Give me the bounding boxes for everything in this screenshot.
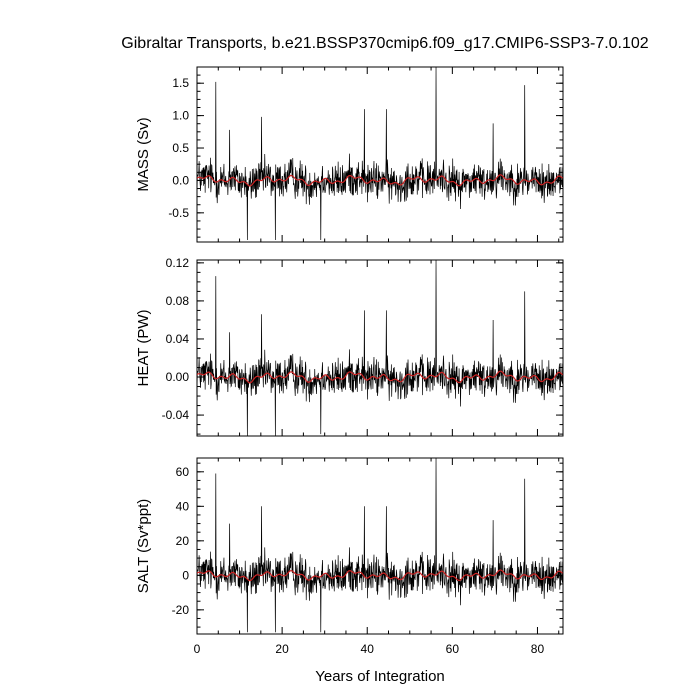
series-salt-smoothed	[197, 569, 563, 582]
ylabel-salt: SALT (Sv*ppt)	[135, 499, 152, 593]
xtick-label: 60	[446, 642, 460, 656]
ylabel-mass: MASS (Sv)	[135, 117, 152, 191]
panel-heat: -0.04 0.00 0.04 0.08 0.12 HEAT (PW)	[135, 256, 564, 437]
ytick-label: 0.00	[166, 370, 190, 384]
ytick-label: 0.0	[172, 173, 189, 187]
xtick-label: 0	[194, 642, 201, 656]
ytick-label: 0.04	[166, 332, 190, 346]
series-heat-smoothed	[197, 370, 563, 384]
ytick-label: 0.08	[166, 294, 190, 308]
xtick-label: 80	[531, 642, 545, 656]
series-salt-monthly	[197, 458, 563, 633]
ytick-label: 0	[182, 568, 189, 582]
ytick-label: -0.04	[162, 408, 190, 422]
series-mass-smoothed	[197, 174, 563, 187]
panel-mass-frame	[196, 66, 564, 243]
panel-salt-frame	[196, 457, 564, 635]
ytick-label: 40	[176, 499, 190, 513]
xlabel: Years of Integration	[315, 668, 445, 685]
ytick-label: 0.12	[166, 256, 190, 270]
xtick-label: 20	[275, 642, 289, 656]
ytick-label: 60	[176, 465, 190, 479]
ytick-label: 1.5	[172, 76, 189, 90]
ytick-label: 0.5	[172, 141, 189, 155]
ytick-label: 20	[176, 534, 190, 548]
panel-mass: -0.5 0.0 0.5 1.0 1.5 MASS (Sv)	[135, 66, 564, 243]
ylabel-heat: HEAT (PW)	[135, 310, 152, 387]
panels-group: -0.5 0.0 0.5 1.0 1.5 MASS (Sv) -0.04 0.00 0.04 0.…	[135, 66, 564, 685]
series-heat-monthly	[197, 260, 563, 436]
figure-title: Gibraltar Transports, b.e21.BSSP370cmip6…	[121, 35, 649, 52]
series-mass-monthly	[197, 67, 563, 241]
xtick-label: 40	[361, 642, 375, 656]
panel-salt: -20 0 20 40 60 0 20 40 60 80 SALT (Sv*ppt) Years of…	[135, 457, 564, 685]
ytick-label: -0.5	[168, 206, 189, 220]
panel-heat-frame	[196, 259, 564, 437]
ytick-label: -20	[172, 603, 190, 617]
ytick-label: 1.0	[172, 109, 189, 123]
